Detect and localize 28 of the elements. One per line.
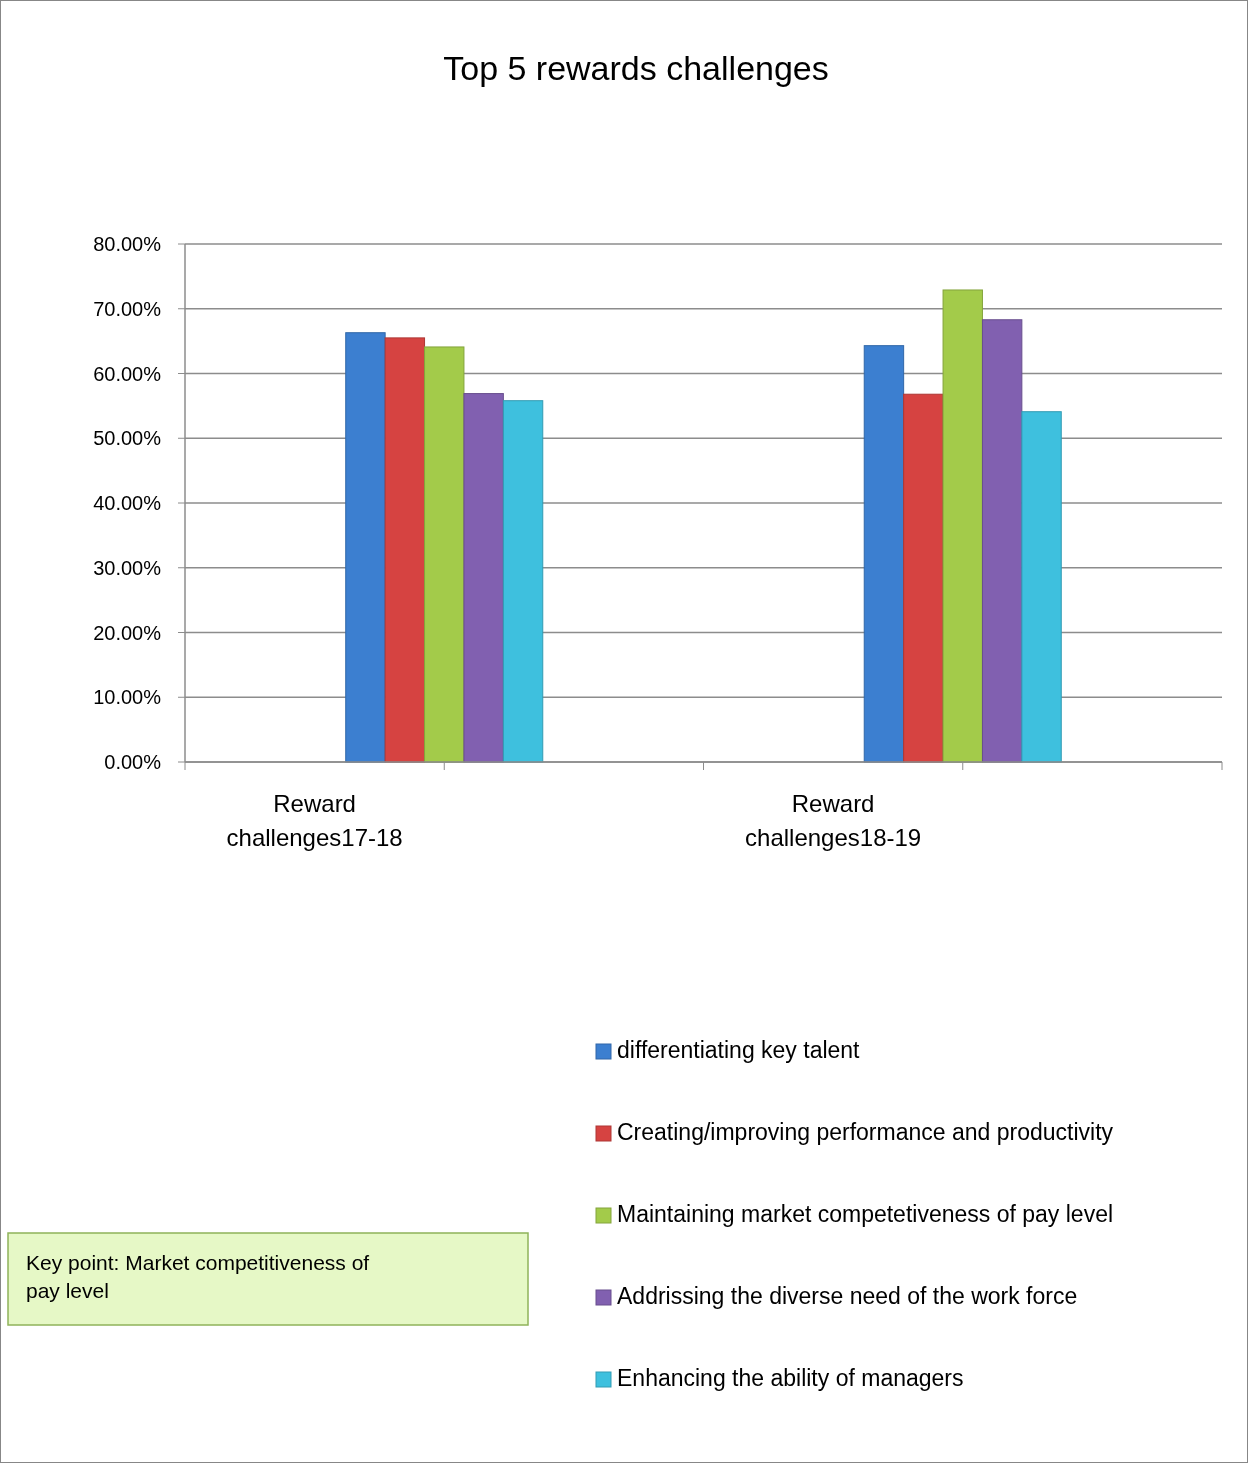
bar (502, 400, 544, 763)
y-tick-label: 40.00% (93, 492, 162, 514)
y-tick-label: 20.00% (93, 621, 162, 644)
y-tick-label: 10.00% (93, 686, 162, 709)
bar (1021, 411, 1062, 763)
bar (942, 289, 983, 763)
y-tick-label: 30.00% (93, 556, 162, 579)
legend-label: Enhancing the ability of managers (617, 1365, 964, 1391)
legend-label: differentiating key talent (617, 1037, 861, 1063)
chart-title: Top 5 rewards challenges (443, 49, 829, 87)
bar (345, 332, 386, 763)
legend-label: Creating/improving performance and productivity (617, 1119, 1114, 1145)
x-tick-label: Reward challenges18-19 (745, 790, 922, 851)
x-tick-label: Reward challenges17-18 (226, 790, 403, 851)
bar (463, 393, 504, 763)
text: Key point: Market competitiveness of pay level (26, 1251, 370, 1302)
y-tick-label: 50.00% (93, 427, 162, 450)
bar (384, 337, 426, 763)
bar (424, 346, 465, 763)
y-tick-label: 70.00% (93, 297, 162, 320)
legend-label: Maintaining market competetiveness of pay level (617, 1201, 1114, 1227)
legend-label: Addrissing the diverse need of the work force (617, 1283, 1078, 1309)
bar (903, 393, 944, 763)
y-tick-label: 80.00% (93, 233, 162, 255)
bar (981, 319, 1023, 763)
y-tick-label: 60.00% (93, 362, 162, 385)
bar (863, 345, 905, 763)
y-tick-label: 0.00% (104, 751, 162, 773)
